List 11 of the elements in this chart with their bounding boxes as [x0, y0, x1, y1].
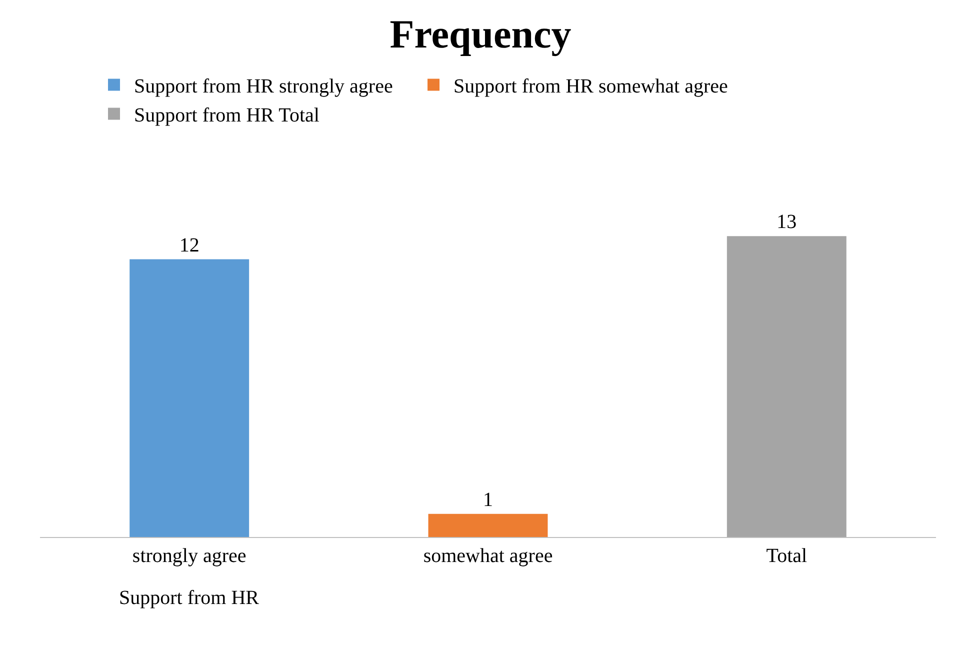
x-tick-label: strongly agree [132, 545, 246, 567]
legend-label: Support from HR Total [134, 104, 320, 126]
legend-label: Support from HR somewhat agree [454, 76, 728, 98]
x-tick-label: somewhat agree [423, 545, 553, 567]
legend-label: Support from HR strongly agree [134, 76, 393, 98]
data-label: 12 [179, 234, 200, 256]
chart-title: Frequency [390, 11, 572, 56]
text: Support from HR [119, 587, 260, 609]
x-tick-label: Total [766, 545, 808, 567]
data-label: 1 [483, 488, 493, 511]
data-label: 13 [776, 211, 797, 234]
